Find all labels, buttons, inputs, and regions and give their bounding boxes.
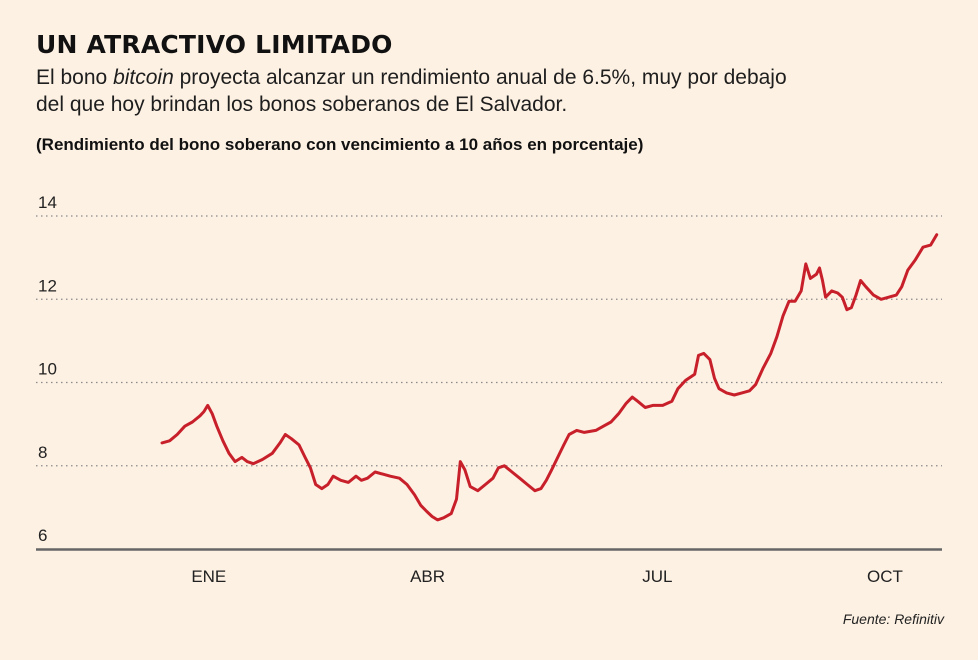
y-tick-labels: 6 8 10 12 14 (38, 193, 57, 545)
grid-layer (36, 215, 942, 467)
subtitle-emphasis: bitcoin (113, 66, 174, 89)
x-tick-label-jul: JUL (642, 567, 672, 586)
y-tick-label-6: 6 (38, 526, 47, 545)
unit-label: (Rendimiento del bono soberano con venci… (36, 135, 644, 154)
series-layer (160, 233, 939, 522)
x-tick-label-ene: ENE (191, 567, 226, 586)
subtitle-text-start: El bono (36, 66, 114, 89)
series-line-yield (160, 233, 939, 522)
subtitle-text-end: proyecta alcanzar un rendimiento anual d… (36, 66, 787, 116)
source-note: Fuente: Refinitiv (842, 611, 944, 627)
y-tick-label-10: 10 (38, 360, 57, 379)
y-tick-label-8: 8 (38, 443, 47, 462)
x-tick-labels: ENE ABR JUL OCT (191, 567, 903, 586)
x-tick-label-abr: ABR (410, 567, 445, 586)
y-tick-label-14: 14 (38, 193, 57, 212)
chart-subtitle: El bono bitcoin proyecta alcanzar un ren… (36, 64, 816, 118)
y-tick-label-12: 12 (38, 276, 57, 295)
x-tick-label-oct: OCT (867, 567, 903, 586)
chart-title: UN ATRACTIVO LIMITADO (36, 30, 393, 59)
